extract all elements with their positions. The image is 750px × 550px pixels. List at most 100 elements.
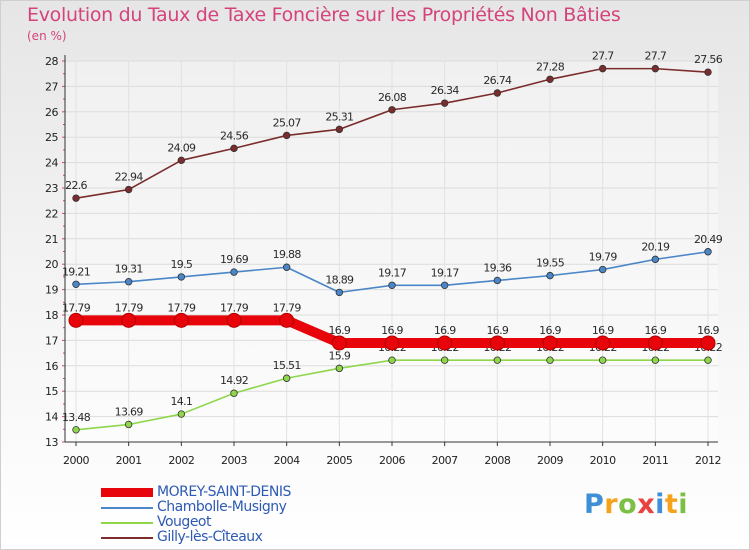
data-point-chambolle-musigny-2008 [493, 276, 502, 285]
y-tick-label-13: 13 [45, 436, 58, 449]
data-point-morey-saint-denis-2003 [226, 312, 242, 328]
y-tick-label-25: 25 [45, 131, 58, 144]
data-point-chambolle-musigny-2012 [704, 248, 712, 256]
y-tick-label-24: 24 [45, 157, 58, 170]
data-point-morey-saint-denis-2002 [173, 312, 189, 328]
data-point-morey-saint-denis-2004 [279, 312, 295, 328]
data-point-gilly-les-citeaux-2008 [493, 89, 502, 97]
data-label-vougeot-2003: 14.92 [220, 374, 248, 387]
legend-swatch-vougeot [101, 522, 153, 524]
x-tick-label-2010: 2010 [590, 454, 616, 467]
data-label-chambolle-musigny-2010: 19.79 [589, 251, 618, 264]
data-point-vougeot-2008 [493, 356, 502, 364]
data-point-chambolle-musigny-2007 [440, 281, 449, 289]
data-label-morey-saint-denis-2011: 16.9 [644, 324, 666, 337]
chart-title: Evolution du Taux de Taxe Foncière sur l… [27, 4, 621, 26]
data-label-morey-saint-denis-2000: 17.79 [62, 301, 91, 314]
data-label-gilly-les-citeaux-2007: 26.34 [431, 84, 460, 97]
x-tick-label-2006: 2006 [379, 454, 405, 467]
y-tick-label-23: 23 [45, 182, 58, 195]
data-label-gilly-les-citeaux-2010: 27.7 [592, 50, 614, 63]
data-label-morey-saint-denis-2007: 16.9 [434, 324, 456, 337]
y-tick-label-21: 21 [45, 233, 58, 246]
y-tick-label-18: 18 [45, 309, 58, 322]
data-point-gilly-les-citeaux-2004 [282, 131, 291, 140]
data-point-chambolle-musigny-2005 [335, 288, 344, 297]
proxiti-logo: Proxiti [584, 489, 689, 520]
y-tick-label-14: 14 [45, 411, 58, 424]
x-tick-label-2008: 2008 [484, 454, 510, 467]
data-label-morey-saint-denis-2010: 16.9 [592, 324, 614, 337]
y-tick-label-20: 20 [45, 258, 58, 271]
x-tick-label-2005: 2005 [326, 454, 352, 467]
x-tick-label-2002: 2002 [168, 454, 194, 467]
x-tick-label-2001: 2001 [116, 454, 142, 467]
data-point-morey-saint-denis-2006 [384, 335, 400, 351]
data-label-morey-saint-denis-2004: 17.79 [273, 301, 302, 314]
data-point-vougeot-2011 [651, 356, 660, 364]
data-label-morey-saint-denis-2006: 16.9 [381, 324, 403, 337]
data-label-chambolle-musigny-2000: 19.21 [62, 265, 90, 278]
data-point-vougeot-2006 [388, 356, 396, 364]
legend-label-morey-saint-denis: MOREY-SAINT-DENIS [157, 484, 291, 500]
data-point-morey-saint-denis-2001 [121, 312, 137, 328]
data-label-vougeot-2002: 14.1 [170, 395, 192, 408]
data-point-vougeot-2004 [282, 374, 291, 382]
data-label-gilly-les-citeaux-2000: 22.6 [65, 179, 87, 192]
data-label-gilly-les-citeaux-2001: 22.94 [115, 171, 144, 184]
data-point-morey-saint-denis-2010 [595, 335, 611, 351]
data-label-gilly-les-citeaux-2003: 24.56 [220, 129, 249, 142]
data-point-chambolle-musigny-2004 [282, 263, 291, 271]
data-point-morey-saint-denis-2012 [700, 335, 716, 351]
data-point-vougeot-2005 [335, 364, 344, 373]
data-label-chambolle-musigny-2001: 19.31 [115, 263, 143, 276]
y-tick-label-15: 15 [45, 385, 58, 398]
data-point-chambolle-musigny-2001 [124, 278, 133, 286]
data-point-morey-saint-denis-2007 [437, 335, 453, 351]
data-label-gilly-les-citeaux-2012: 27.56 [694, 53, 723, 66]
data-label-vougeot-2005: 15.9 [328, 349, 350, 362]
x-tick-label-2009: 2009 [537, 454, 563, 467]
data-label-gilly-les-citeaux-2005: 25.31 [325, 110, 353, 123]
data-label-chambolle-musigny-2012: 20.49 [694, 233, 723, 246]
data-point-gilly-les-citeaux-2000 [72, 194, 80, 202]
x-tick-label-2007: 2007 [432, 454, 458, 467]
data-label-morey-saint-denis-2009: 16.9 [539, 324, 561, 337]
data-point-morey-saint-denis-2009 [542, 335, 558, 351]
data-point-morey-saint-denis-2005 [331, 335, 347, 351]
data-point-chambolle-musigny-2011 [651, 255, 660, 264]
series-chambolle-musigny: 19.21 19.31 19.5 19.69 19.88 18.89 19.17 19.17 1… [62, 233, 723, 297]
data-point-chambolle-musigny-2009 [546, 271, 554, 280]
data-point-vougeot-2002 [177, 410, 186, 418]
data-label-gilly-les-citeaux-2009: 27.28 [536, 60, 565, 73]
data-point-chambolle-musigny-2010 [598, 265, 607, 274]
data-point-gilly-les-citeaux-2006 [388, 106, 396, 114]
x-tick-label-2003: 2003 [221, 454, 247, 467]
data-label-morey-saint-denis-2003: 17.79 [220, 301, 249, 314]
data-label-chambolle-musigny-2006: 19.17 [378, 266, 407, 279]
x-tick-label-2012: 2012 [695, 454, 721, 467]
data-point-vougeot-2012 [704, 356, 712, 364]
data-point-gilly-les-citeaux-2002 [177, 156, 186, 165]
data-label-chambolle-musigny-2007: 19.17 [431, 266, 460, 279]
data-point-morey-saint-denis-2008 [489, 335, 505, 351]
data-label-morey-saint-denis-2005: 16.9 [328, 324, 350, 337]
data-label-gilly-les-citeaux-2011: 27.7 [644, 50, 666, 63]
data-point-gilly-les-citeaux-2003 [230, 144, 238, 153]
x-tick-label-2000: 2000 [63, 454, 89, 467]
data-label-gilly-les-citeaux-2004: 25.07 [273, 116, 302, 129]
data-label-vougeot-2004: 15.51 [273, 359, 301, 372]
y-tick-label-19: 19 [45, 284, 58, 297]
legend-label-gilly-les-citeaux: Gilly-lès-Cîteaux [157, 529, 263, 545]
data-point-vougeot-2001 [124, 420, 133, 429]
legend-label-chambolle-musigny: Chambolle-Musigny [157, 499, 287, 515]
legend-swatch-chambolle-musigny [101, 507, 153, 509]
legend-label-vougeot: Vougeot [157, 514, 211, 530]
data-point-vougeot-2010 [598, 356, 607, 364]
data-point-gilly-les-citeaux-2007 [440, 99, 449, 107]
y-tick-label-28: 28 [45, 55, 58, 68]
y-tick-label-26: 26 [45, 106, 58, 119]
data-label-morey-saint-denis-2012: 16.9 [697, 324, 719, 337]
data-point-gilly-les-citeaux-2012 [704, 68, 712, 76]
